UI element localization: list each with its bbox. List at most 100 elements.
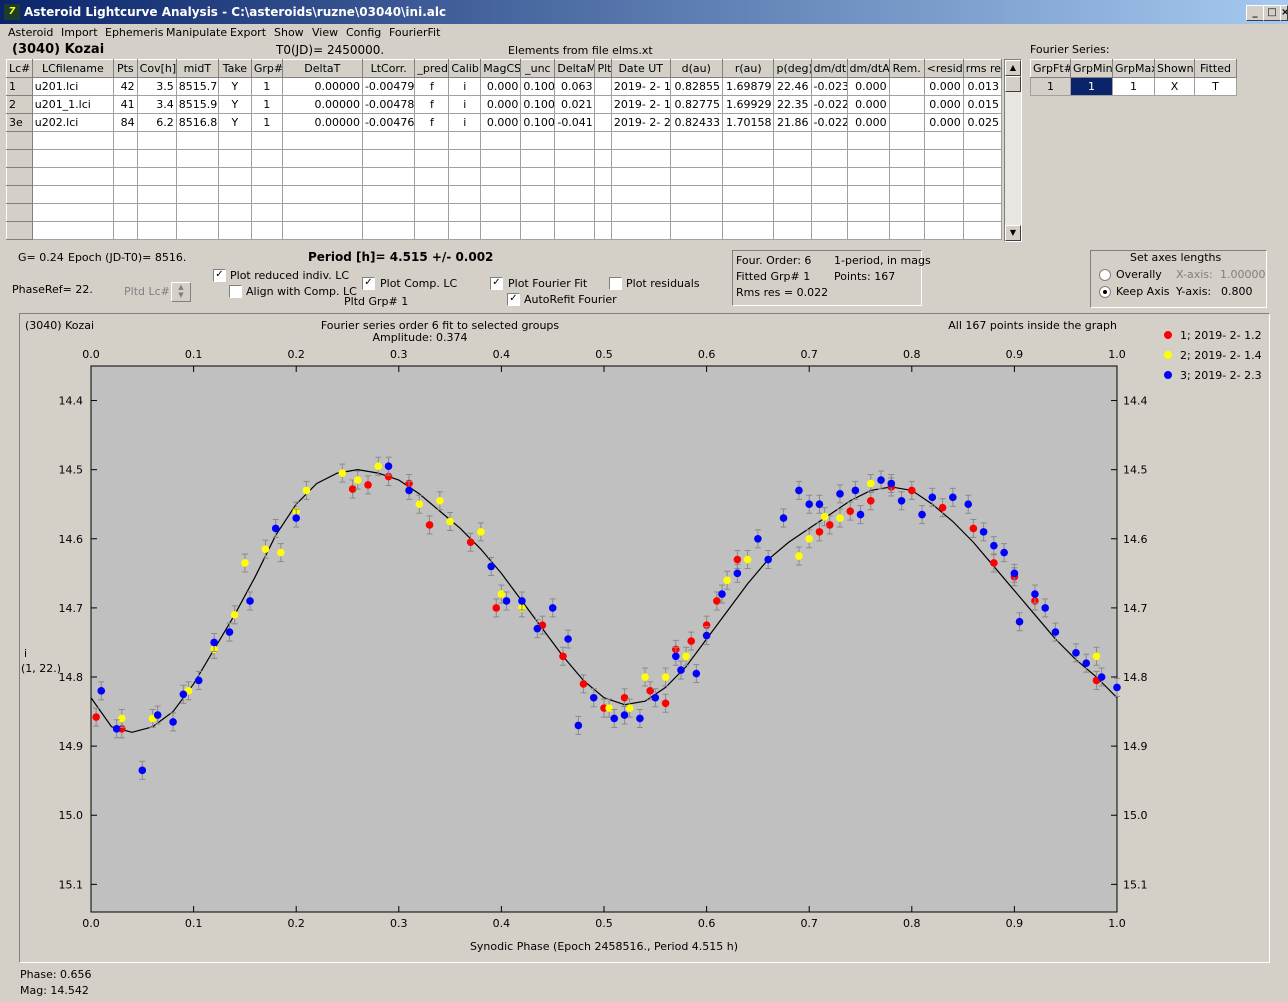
- lightcurve-chart[interactable]: (3040) Kozai Fourier series order 6 fit …: [20, 314, 1269, 962]
- table-cell[interactable]: [217, 203, 252, 222]
- table-cell[interactable]: [669, 203, 724, 222]
- table-cell[interactable]: 42: [113, 77, 138, 96]
- scroll-thumb[interactable]: [1005, 76, 1021, 92]
- table-cell[interactable]: [669, 185, 724, 204]
- table-cell[interactable]: [594, 131, 612, 150]
- table-cell[interactable]: [281, 221, 363, 240]
- table-cell[interactable]: [610, 167, 671, 186]
- fs-cell[interactable]: X: [1154, 77, 1195, 96]
- table-cell[interactable]: [810, 131, 848, 150]
- column-header[interactable]: DeltaT: [281, 59, 363, 78]
- fs-column-header[interactable]: GrpMax: [1112, 59, 1155, 78]
- table-cell[interactable]: [962, 149, 1003, 168]
- table-cell[interactable]: [136, 149, 177, 168]
- table-cell[interactable]: [520, 167, 556, 186]
- table-cell[interactable]: [722, 203, 775, 222]
- table-cell[interactable]: 2019- 2- 1.2: [610, 77, 671, 96]
- table-row-empty[interactable]: [6, 221, 1003, 240]
- table-cell[interactable]: [31, 149, 115, 168]
- table-cell[interactable]: [888, 221, 925, 240]
- table-cell[interactable]: [250, 221, 283, 240]
- plot-fourier-checkbox[interactable]: ✓: [490, 277, 503, 290]
- table-cell[interactable]: f: [414, 77, 450, 96]
- table-cell[interactable]: [962, 203, 1003, 222]
- table-cell[interactable]: [810, 203, 848, 222]
- table-row[interactable]: 1 u201.lci 42 3.5 8515.7 Y 1 0.00000 -0.00479 f i 0…: [6, 77, 1003, 96]
- table-cell[interactable]: [669, 167, 724, 186]
- table-cell[interactable]: [361, 167, 416, 186]
- table-cell[interactable]: [888, 203, 925, 222]
- table-cell[interactable]: [136, 221, 177, 240]
- table-cell[interactable]: -0.041: [554, 113, 596, 132]
- menu-fourierfit[interactable]: FourierFit: [389, 26, 441, 39]
- column-header[interactable]: _unc: [520, 59, 556, 78]
- table-cell[interactable]: [448, 185, 482, 204]
- table-cell[interactable]: 0.82433: [669, 113, 724, 132]
- plot-comp-checkbox[interactable]: ✓: [362, 277, 375, 290]
- table-cell[interactable]: [281, 131, 363, 150]
- row-header[interactable]: 1: [6, 77, 33, 96]
- menu-ephemeris[interactable]: Ephemeris: [105, 26, 164, 39]
- table-cell[interactable]: [250, 185, 283, 204]
- table-cell[interactable]: 22.46: [773, 77, 812, 96]
- table-cell[interactable]: [414, 131, 450, 150]
- table-cell[interactable]: [554, 221, 596, 240]
- column-header[interactable]: Date UT: [610, 59, 671, 78]
- table-cell[interactable]: [888, 113, 925, 132]
- table-cell[interactable]: 8516.8: [175, 113, 219, 132]
- table-cell[interactable]: [31, 221, 115, 240]
- table-cell[interactable]: [136, 131, 177, 150]
- table-cell[interactable]: [250, 149, 283, 168]
- fs-cell[interactable]: 1: [1070, 77, 1113, 96]
- table-cell[interactable]: 0.013: [962, 77, 1003, 96]
- table-cell[interactable]: i: [448, 77, 482, 96]
- align-comp-checkbox[interactable]: [229, 285, 242, 298]
- table-cell[interactable]: [520, 131, 556, 150]
- table-cell[interactable]: 2019- 2- 2.3: [610, 113, 671, 132]
- fs-column-header[interactable]: Shown: [1154, 59, 1195, 78]
- scroll-down-icon[interactable]: ▼: [1005, 225, 1021, 241]
- column-header[interactable]: Grp#: [250, 59, 283, 78]
- table-cell[interactable]: 0.015: [962, 95, 1003, 114]
- table-cell[interactable]: 0.000: [480, 77, 522, 96]
- table-cell[interactable]: [810, 167, 848, 186]
- table-cell[interactable]: 0.82855: [669, 77, 724, 96]
- table-cell[interactable]: -0.022: [810, 95, 848, 114]
- column-header[interactable]: _pred.: [414, 59, 450, 78]
- table-cell[interactable]: [594, 185, 612, 204]
- table-cell[interactable]: [846, 149, 890, 168]
- table-cell[interactable]: 0.000: [846, 95, 890, 114]
- table-cell[interactable]: [923, 203, 964, 222]
- scroll-up-icon[interactable]: ▲: [1005, 60, 1021, 76]
- table-cell[interactable]: [414, 203, 450, 222]
- plot-panel[interactable]: (3040) Kozai Fourier series order 6 fit …: [19, 313, 1270, 963]
- table-cell[interactable]: [773, 131, 812, 150]
- table-cell[interactable]: [448, 131, 482, 150]
- table-cell[interactable]: [520, 185, 556, 204]
- table-cell[interactable]: [594, 203, 612, 222]
- table-cell[interactable]: [448, 167, 482, 186]
- table-cell[interactable]: [31, 131, 115, 150]
- table-cell[interactable]: [594, 95, 612, 114]
- table-cell[interactable]: 1.70158: [722, 113, 775, 132]
- table-cell[interactable]: [250, 203, 283, 222]
- autorefit-checkbox[interactable]: ✓: [507, 293, 520, 306]
- table-cell[interactable]: [480, 149, 522, 168]
- table-cell[interactable]: [136, 203, 177, 222]
- menu-manipulate[interactable]: Manipulate: [166, 26, 228, 39]
- table-cell[interactable]: [361, 203, 416, 222]
- column-header[interactable]: dm/dtA: [846, 59, 890, 78]
- table-cell[interactable]: -0.00479: [361, 77, 416, 96]
- table-cell[interactable]: [846, 221, 890, 240]
- fs-cell[interactable]: 1: [1030, 77, 1071, 96]
- table-row-empty[interactable]: [6, 203, 1003, 222]
- column-header[interactable]: dm/dt: [810, 59, 848, 78]
- table-cell[interactable]: 0.000: [923, 77, 964, 96]
- table-cell[interactable]: [773, 221, 812, 240]
- table-cell[interactable]: -0.022: [810, 113, 848, 132]
- table-cell[interactable]: [250, 167, 283, 186]
- table-cell[interactable]: [414, 221, 450, 240]
- table-cell[interactable]: 0.000: [846, 77, 890, 96]
- table-cell[interactable]: [136, 167, 177, 186]
- table-cell[interactable]: [888, 95, 925, 114]
